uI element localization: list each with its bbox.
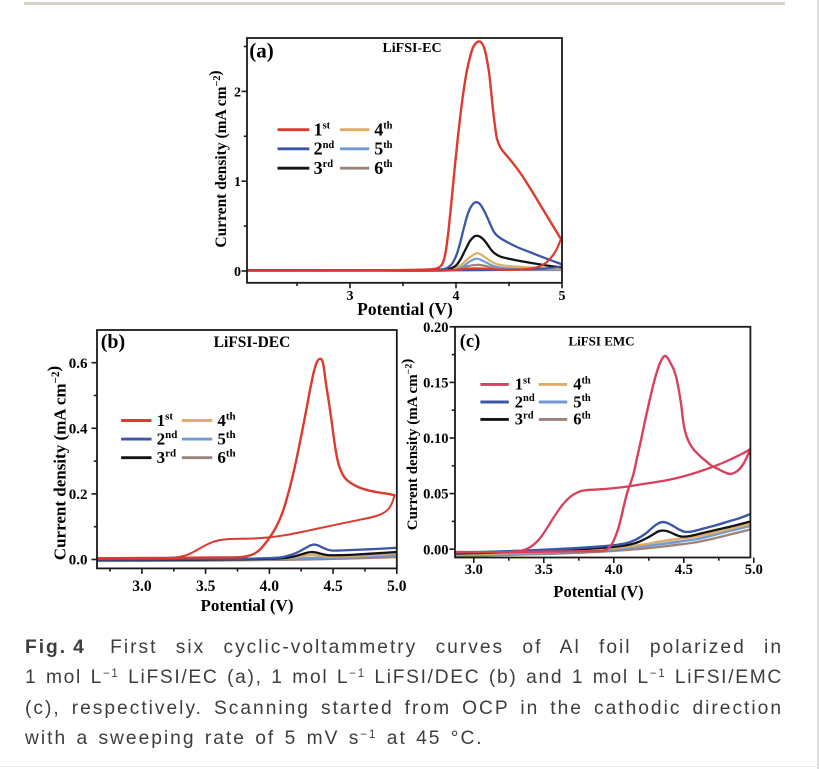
- svg-text:4.0: 4.0: [605, 562, 623, 578]
- svg-text:5.0: 5.0: [745, 562, 763, 578]
- svg-text:0.20: 0.20: [423, 320, 448, 336]
- svg-text:Current density (mA cm−2): Current density (mA cm−2): [399, 359, 421, 531]
- svg-text:Current density (mA cm−2): Current density (mA cm−2): [207, 70, 230, 247]
- svg-text:3rd: 3rd: [515, 410, 534, 429]
- svg-text:(b): (b): [101, 331, 125, 353]
- svg-text:3: 3: [347, 289, 354, 304]
- svg-text:0.2: 0.2: [69, 487, 88, 503]
- svg-text:2nd: 2nd: [515, 392, 535, 411]
- svg-text:1st: 1st: [157, 410, 174, 430]
- svg-text:4: 4: [453, 289, 460, 304]
- svg-text:(a): (a): [249, 39, 274, 63]
- svg-text:4th: 4th: [573, 375, 591, 394]
- svg-text:0.15: 0.15: [423, 376, 448, 392]
- svg-text:4th: 4th: [374, 119, 392, 139]
- svg-text:(c): (c): [460, 332, 481, 352]
- svg-text:4.5: 4.5: [675, 562, 693, 578]
- svg-text:0.10: 0.10: [423, 431, 448, 447]
- svg-text:3.5: 3.5: [535, 562, 553, 578]
- svg-text:LiFSI-EC: LiFSI-EC: [382, 41, 441, 56]
- svg-text:6th: 6th: [374, 158, 392, 178]
- svg-text:Potential (V): Potential (V): [200, 596, 293, 615]
- svg-text:0.00: 0.00: [423, 542, 448, 558]
- svg-text:5: 5: [559, 289, 566, 304]
- svg-text:3rd: 3rd: [314, 158, 334, 178]
- svg-text:4th: 4th: [217, 410, 235, 430]
- svg-text:0.4: 0.4: [69, 422, 88, 438]
- svg-text:5th: 5th: [217, 429, 235, 449]
- svg-text:0.6: 0.6: [69, 356, 88, 372]
- svg-text:3.5: 3.5: [196, 578, 216, 595]
- svg-text:0.05: 0.05: [423, 487, 448, 503]
- svg-text:6th: 6th: [217, 448, 235, 468]
- svg-text:4.0: 4.0: [260, 578, 280, 595]
- svg-text:1: 1: [234, 175, 241, 190]
- svg-text:2: 2: [234, 85, 241, 100]
- svg-text:2nd: 2nd: [157, 429, 178, 449]
- svg-text:Potential (V): Potential (V): [357, 299, 453, 319]
- svg-text:0.0: 0.0: [69, 553, 88, 569]
- svg-text:5.0: 5.0: [387, 578, 407, 595]
- svg-text:3.0: 3.0: [465, 562, 483, 578]
- svg-text:5th: 5th: [374, 139, 392, 159]
- svg-text:3.0: 3.0: [132, 578, 152, 595]
- svg-text:Potential (V): Potential (V): [553, 582, 643, 601]
- svg-text:6th: 6th: [573, 410, 591, 429]
- svg-text:3rd: 3rd: [157, 448, 177, 468]
- svg-text:1st: 1st: [314, 119, 331, 139]
- svg-text:0: 0: [234, 265, 241, 280]
- svg-text:Current density (mA cm−2): Current density (mA cm−2): [44, 366, 70, 560]
- svg-text:5th: 5th: [573, 392, 591, 411]
- svg-text:1st: 1st: [515, 375, 531, 394]
- svg-text:2nd: 2nd: [314, 139, 335, 159]
- svg-text:LiFSI-DEC: LiFSI-DEC: [214, 334, 291, 351]
- svg-text:4.5: 4.5: [323, 578, 343, 595]
- svg-text:LiFSI EMC: LiFSI EMC: [568, 334, 634, 349]
